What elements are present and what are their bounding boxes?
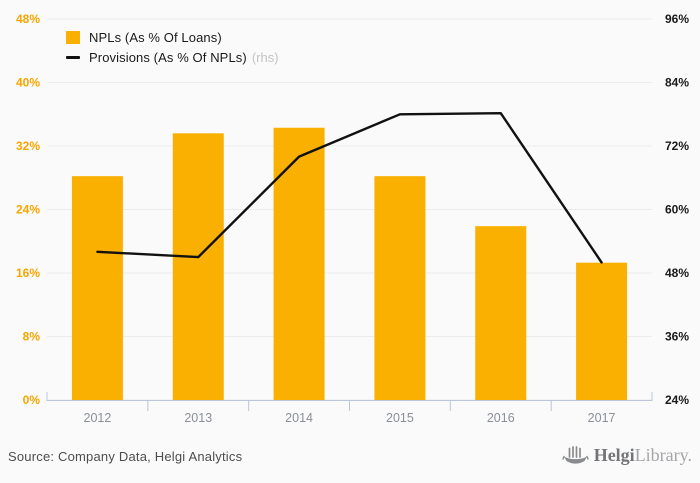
provisions-legend-label: Provisions (As % Of NPLs) bbox=[89, 49, 247, 65]
svg-text:24%: 24% bbox=[665, 393, 689, 407]
provisions-line-swatch bbox=[66, 55, 80, 59]
svg-text:24%: 24% bbox=[16, 203, 40, 217]
svg-text:0%: 0% bbox=[23, 393, 41, 407]
viking-ship-icon bbox=[561, 446, 589, 464]
svg-text:2013: 2013 bbox=[184, 411, 212, 425]
legend-item-npls: NPLs (As % Of Loans) bbox=[66, 27, 279, 47]
svg-text:2012: 2012 bbox=[84, 411, 112, 425]
svg-text:8%: 8% bbox=[23, 330, 41, 344]
svg-text:16%: 16% bbox=[16, 266, 40, 280]
helgi-library-logo: HelgiLibrary. bbox=[561, 444, 692, 466]
svg-text:32%: 32% bbox=[16, 139, 40, 153]
svg-text:2014: 2014 bbox=[285, 411, 313, 425]
rhs-axis-note: (rhs) bbox=[251, 49, 279, 65]
logo-wordmark: HelgiLibrary. bbox=[594, 444, 692, 466]
svg-text:72%: 72% bbox=[665, 139, 689, 153]
npls-legend-label: NPLs (As % Of Loans) bbox=[89, 29, 222, 45]
logo-text-library: Library. bbox=[634, 445, 692, 465]
chart-canvas: 0% 24% 8% 36% 16% 48% 24% 60% 32% 72% 40% 84% 48% 96%… bbox=[16, 12, 689, 425]
svg-text:48%: 48% bbox=[16, 12, 40, 26]
logo-text-helgi: Helgi bbox=[593, 445, 635, 465]
chart-legend: NPLs (As % Of Loans) Provisions (As % Of… bbox=[66, 27, 279, 67]
source-text: Source: Company Data, Helgi Analytics bbox=[8, 449, 243, 464]
svg-text:96%: 96% bbox=[665, 12, 689, 26]
svg-text:40%: 40% bbox=[16, 76, 40, 90]
npls-bar-swatch bbox=[66, 30, 80, 44]
svg-text:48%: 48% bbox=[665, 266, 689, 280]
legend-item-provisions: Provisions (As % Of NPLs) (rhs) bbox=[66, 47, 279, 67]
svg-text:2016: 2016 bbox=[487, 411, 515, 425]
svg-text:2015: 2015 bbox=[386, 411, 414, 425]
svg-text:60%: 60% bbox=[665, 203, 689, 217]
svg-text:36%: 36% bbox=[665, 330, 689, 344]
svg-text:2017: 2017 bbox=[588, 411, 616, 425]
svg-text:84%: 84% bbox=[665, 76, 689, 90]
